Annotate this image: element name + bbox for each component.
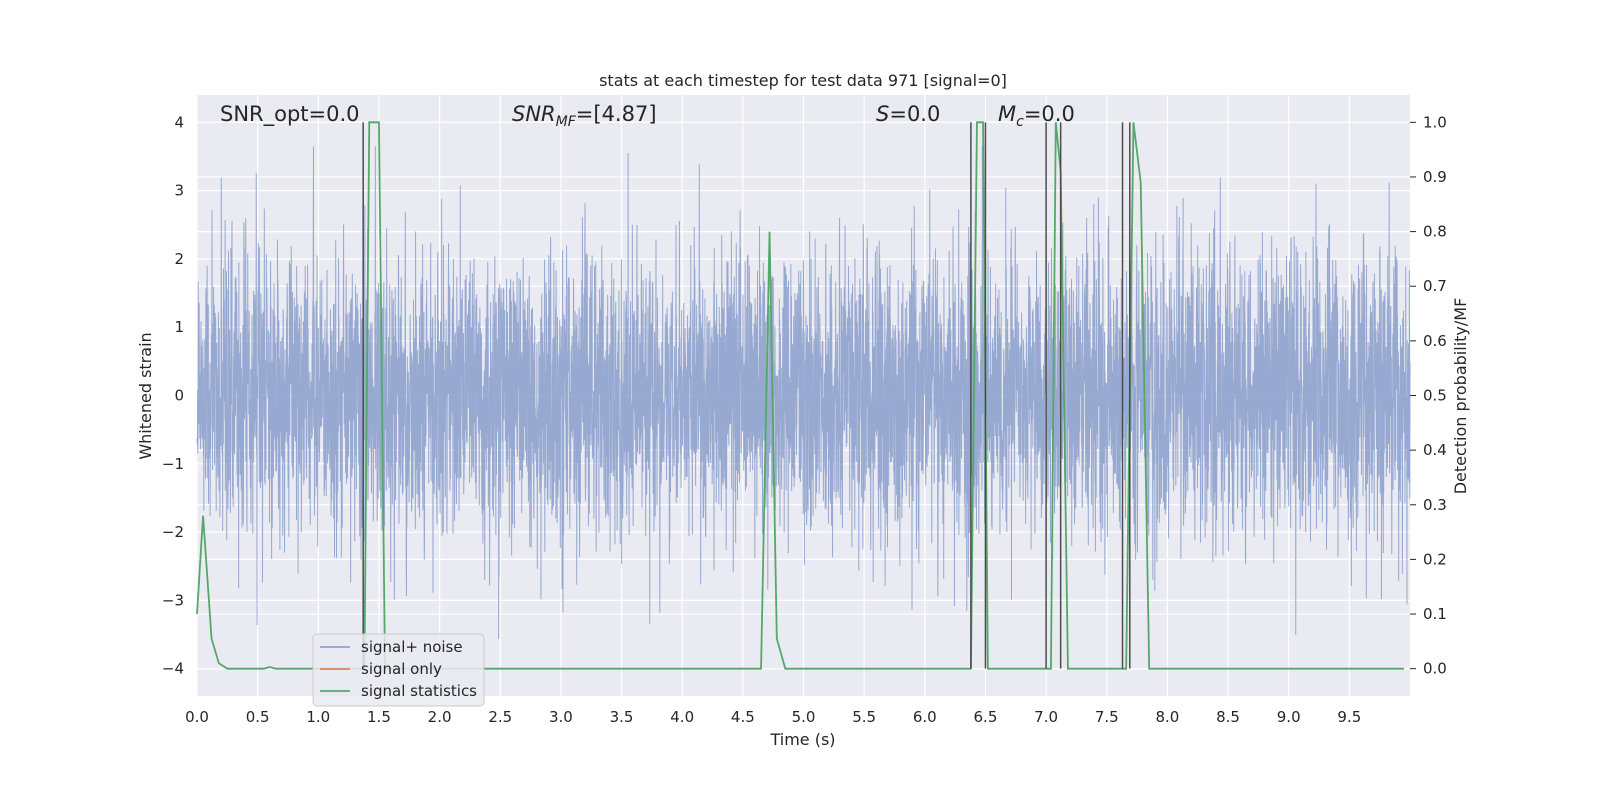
x-tick-label: 9.5 — [1337, 708, 1361, 726]
x-tick-label: 9.0 — [1277, 708, 1301, 726]
annotation-snr-mf-symbol: SNR — [512, 102, 556, 126]
y-tick-label: 0 — [174, 387, 184, 405]
series-signal-statistics — [196, 121, 1404, 670]
y2-tick-label: 0.7 — [1423, 277, 1447, 295]
x-tick-label: 1.0 — [306, 708, 330, 726]
vertical-markers — [362, 122, 1131, 669]
y-tick-label: 3 — [174, 182, 184, 200]
x-tick-label: 8.5 — [1216, 708, 1240, 726]
x-tick-label: 2.5 — [488, 708, 512, 726]
y-tick-label: 4 — [174, 113, 184, 131]
legend-label-signal-plus-noise: signal+ noise — [361, 638, 463, 656]
annotation-snr-mf-value: =[4.87] — [576, 102, 657, 126]
y2-tick-label: 0.2 — [1423, 550, 1447, 568]
series-signal-plus-noise — [196, 146, 1411, 640]
y2-tick-label: 0.1 — [1423, 605, 1447, 623]
x-tick-label: 6.5 — [974, 708, 998, 726]
y-tick-label: −4 — [162, 660, 184, 678]
x-tick-label: 0.5 — [246, 708, 270, 726]
x-axis-label: Time (s) — [769, 730, 835, 749]
chart-title: stats at each timestep for test data 971… — [599, 71, 1007, 90]
annotation-snr-opt: SNR_opt=0.0 — [220, 102, 360, 127]
annotation-s-symbol: S — [876, 102, 889, 126]
y-tick-label: −2 — [162, 523, 184, 541]
annotation-snr-mf-subscript: MF — [556, 114, 577, 130]
x-tick-label: 7.0 — [1034, 708, 1058, 726]
x-tick-label: 8.0 — [1155, 708, 1179, 726]
annotation-mc-symbol: M — [998, 102, 1016, 126]
legend-label-signal-statistics: signal statistics — [361, 682, 477, 700]
y-tick-label: −1 — [162, 455, 184, 473]
legend-box — [312, 633, 485, 707]
y2-tick-label: 0.6 — [1423, 332, 1447, 350]
statistics-line — [196, 121, 1404, 670]
x-tick-label: 4.5 — [731, 708, 755, 726]
y-tick-label: −3 — [162, 591, 184, 609]
y2-tick-label: 1.0 — [1423, 113, 1447, 131]
x-tick-label: 7.5 — [1095, 708, 1119, 726]
annotation-snr-mf: SNRMF=[4.87] — [512, 102, 657, 130]
y2-tick-label: 0.3 — [1423, 496, 1447, 514]
y2-tick-label: 0.4 — [1423, 441, 1447, 459]
x-tick-label: 1.5 — [367, 708, 391, 726]
y2-tick-label: 0.9 — [1423, 168, 1447, 186]
legend-label-signal-only: signal only — [361, 660, 442, 678]
annotation-mc-value: =0.0 — [1024, 102, 1075, 126]
legend: signal+ noise signal only signal statist… — [312, 633, 485, 707]
y-tick-labels: 4 3 2 1 0 −1 −2 −3 −4 — [162, 113, 184, 677]
annotation-mc-subscript: c — [1016, 114, 1024, 130]
noise-trace — [196, 146, 1411, 640]
y2-tick-label: 0.0 — [1423, 660, 1447, 678]
annotation-s-value: =0.0 — [889, 102, 940, 126]
y-tick-label: 1 — [174, 318, 184, 336]
x-tick-label: 3.5 — [610, 708, 634, 726]
x-tick-label: 5.0 — [792, 708, 816, 726]
x-tick-labels: 0.0 0.5 1.0 1.5 2.0 2.5 3.0 3.5 4.0 4.5 5.0 5.5 6.0 6… — [185, 708, 1361, 726]
y2-axis-label: Detection probability/MF — [1451, 298, 1470, 495]
annotation-s: S=0.0 — [876, 102, 940, 126]
x-tick-label: 2.0 — [428, 708, 452, 726]
x-tick-label: 3.0 — [549, 708, 573, 726]
x-tick-label: 6.0 — [913, 708, 937, 726]
y2-tick-label: 0.5 — [1423, 387, 1447, 405]
y-axis-label: Whitened strain — [136, 332, 155, 459]
y-tick-label: 2 — [174, 250, 184, 268]
annotation-mc: Mc=0.0 — [998, 102, 1075, 130]
y2-tick-label: 0.8 — [1423, 223, 1447, 241]
y2-tick-labels: 1.0 0.9 0.8 0.7 0.6 0.5 0.4 0.3 0.2 0.1 0.0 — [1410, 113, 1447, 678]
x-tick-label: 0.0 — [185, 708, 209, 726]
x-tick-label: 4.0 — [670, 708, 694, 726]
x-tick-label: 5.5 — [852, 708, 876, 726]
